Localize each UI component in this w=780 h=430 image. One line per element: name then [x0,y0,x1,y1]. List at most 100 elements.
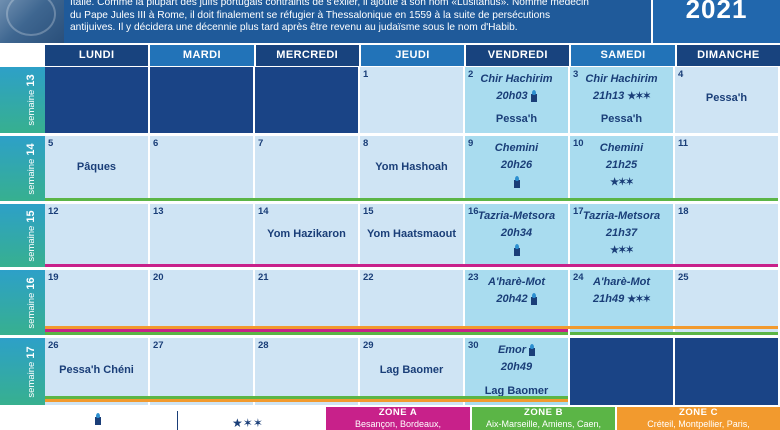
day-cell-10[interactable]: 10 Chemini 21h25 ★✶✶ [570,136,673,201]
candle-time: 20h49 [500,361,533,373]
candle-time: 20h26 [500,159,533,171]
day-cell-6[interactable]: 6 [150,136,253,201]
day-cell-9[interactable]: 9 Chemini 20h26 [465,136,568,201]
event-label: Lag Baomer [379,363,444,376]
page-header: Italie. Comme la plupart des juifs portu… [0,0,780,43]
zone-a-cities: Besançon, Bordeaux, [354,419,442,429]
day-cell-20[interactable]: 20 [150,270,253,335]
candle-time: 20h42 [465,293,568,306]
week-label-14: semaine 14 [0,136,45,201]
day-number: 13 [153,206,164,217]
day-number: 26 [48,340,59,351]
legend-divider [177,411,178,430]
intro-line: du Pape Jules III à Rome, il doit finale… [70,9,551,21]
day-header-wednesday: MERCREDI [255,45,359,66]
day-number: 18 [678,206,689,217]
day-number: 2 [468,69,474,80]
event-label: Yom Hashoah [375,160,448,173]
day-cell-28[interactable]: 28 [255,338,358,405]
zone-a-title: ZONE A [378,407,418,418]
parasha-name: Chemini [494,142,539,154]
day-cell-21[interactable]: 21 [255,270,358,335]
candle-icon [513,244,520,257]
stars-icon: ★✶✶ [627,91,651,102]
day-cell-29[interactable]: 29 Lag Baomer [360,338,463,405]
empty-cell [150,67,253,133]
day-cell-26[interactable]: 26 Pessa'h Chéni [45,338,148,405]
day-cell-12[interactable]: 12 [45,204,148,267]
stars-icon: ★✶✶ [570,176,673,188]
day-cell-16[interactable]: 16 Tazria-Metsora 20h34 [465,204,568,267]
day-header-monday: LUNDI [45,45,149,66]
zone-c-title: ZONE C [679,407,718,418]
day-number: 6 [153,138,159,149]
intro-text: Italie. Comme la plupart des juifs portu… [70,0,660,35]
day-cell-7[interactable]: 7 [255,136,358,201]
day-cell-19[interactable]: 19 [45,270,148,335]
week-number: 15 [25,209,37,223]
vacation-stripe [45,332,568,335]
day-cell-5[interactable]: 5 Pâques [45,136,148,201]
day-number: 12 [48,206,59,217]
day-cell-25[interactable]: 25 [675,270,778,335]
stars-icon: ★✶✶ [610,177,634,188]
zone-c-box: ZONE C Créteil, Montpellier, Paris, [617,407,780,430]
parasha-name: A'harè-Mot [487,276,545,288]
day-cell-27[interactable]: 27 [150,338,253,405]
vacation-stripe [45,326,778,329]
empty-cell [255,67,358,133]
day-cell-23[interactable]: 23 A'harè-Mot 20h42 [465,270,568,335]
day-number: 25 [678,272,689,283]
day-number: 10 [573,138,584,149]
parasha-name: Chir Hachirim [480,73,553,85]
day-number: 9 [468,138,474,149]
day-cell-22[interactable]: 22 [360,270,463,335]
week-number: 14 [25,142,37,156]
day-cell-2[interactable]: 2 Chir Hachirim 20h03 Pessa'h [465,67,568,133]
candle-icon [465,176,568,189]
stars-icon: ★✶✶ [570,244,673,256]
day-cell-18[interactable]: 18 [675,204,778,267]
day-number: 23 [468,272,479,283]
day-cell-15[interactable]: 15 Yom Haatsmaout [360,204,463,267]
event-label: Pessa'h [600,113,643,125]
day-cell-3[interactable]: 3 Chir Hachirim 21h13 ★✶✶ Pessa'h [570,67,673,133]
day-number: 22 [363,272,374,283]
day-cell-8[interactable]: 8 Yom Hashoah [360,136,463,201]
day-number: 20 [153,272,164,283]
candle-time: 21h49 ★✶✶ [593,293,651,305]
event-label: Pessa'h [705,92,748,104]
year-label: 2021 [685,0,748,24]
day-cell-11[interactable]: 11 [675,136,778,201]
event-label: Pâques [76,160,117,173]
vacation-stripe [45,329,568,332]
day-number: 1 [363,69,369,80]
day-cell-14[interactable]: 14 Yom Hazikaron [255,204,358,267]
day-cell-30[interactable]: 30 Emor 20h49 Lag Baomer [465,338,568,405]
day-number: 5 [48,138,54,149]
week-label-15: semaine 15 [0,204,45,267]
day-cell-1[interactable]: 1 [360,67,463,133]
stars-icon: ★✶✶ [232,416,263,430]
week-prefix: semaine [26,292,37,329]
zone-b-box: ZONE B Aix-Marseille, Amiens, Caen, [472,407,615,430]
day-number: 27 [153,340,164,351]
candle-time: 20h03 [465,90,568,103]
candle-icon [465,244,568,257]
vacation-stripe [45,198,778,201]
day-cell-13[interactable]: 13 [150,204,253,267]
candle-icon [530,293,537,306]
intro-line: Italie. Comme la plupart des juifs portu… [70,0,589,8]
day-cell-17[interactable]: 17 Tazria-Metsora 21h37 ★✶✶ [570,204,673,267]
day-number: 16 [468,206,479,217]
day-number: 28 [258,340,269,351]
day-number: 8 [363,138,369,149]
empty-cell [675,338,778,405]
week-prefix: semaine [26,225,37,262]
week-number: 16 [25,276,37,290]
day-cell-24[interactable]: 24 A'harè-Mot 21h49 ★✶✶ [570,270,673,335]
weekday-header: LUNDI MARDI MERCREDI JEUDI VENDREDI SAME… [45,45,780,66]
day-cell-4[interactable]: 4 Pessa'h [675,67,778,133]
candle-time: 21h25 [605,159,638,171]
stars-icon: ★✶✶ [627,294,651,305]
